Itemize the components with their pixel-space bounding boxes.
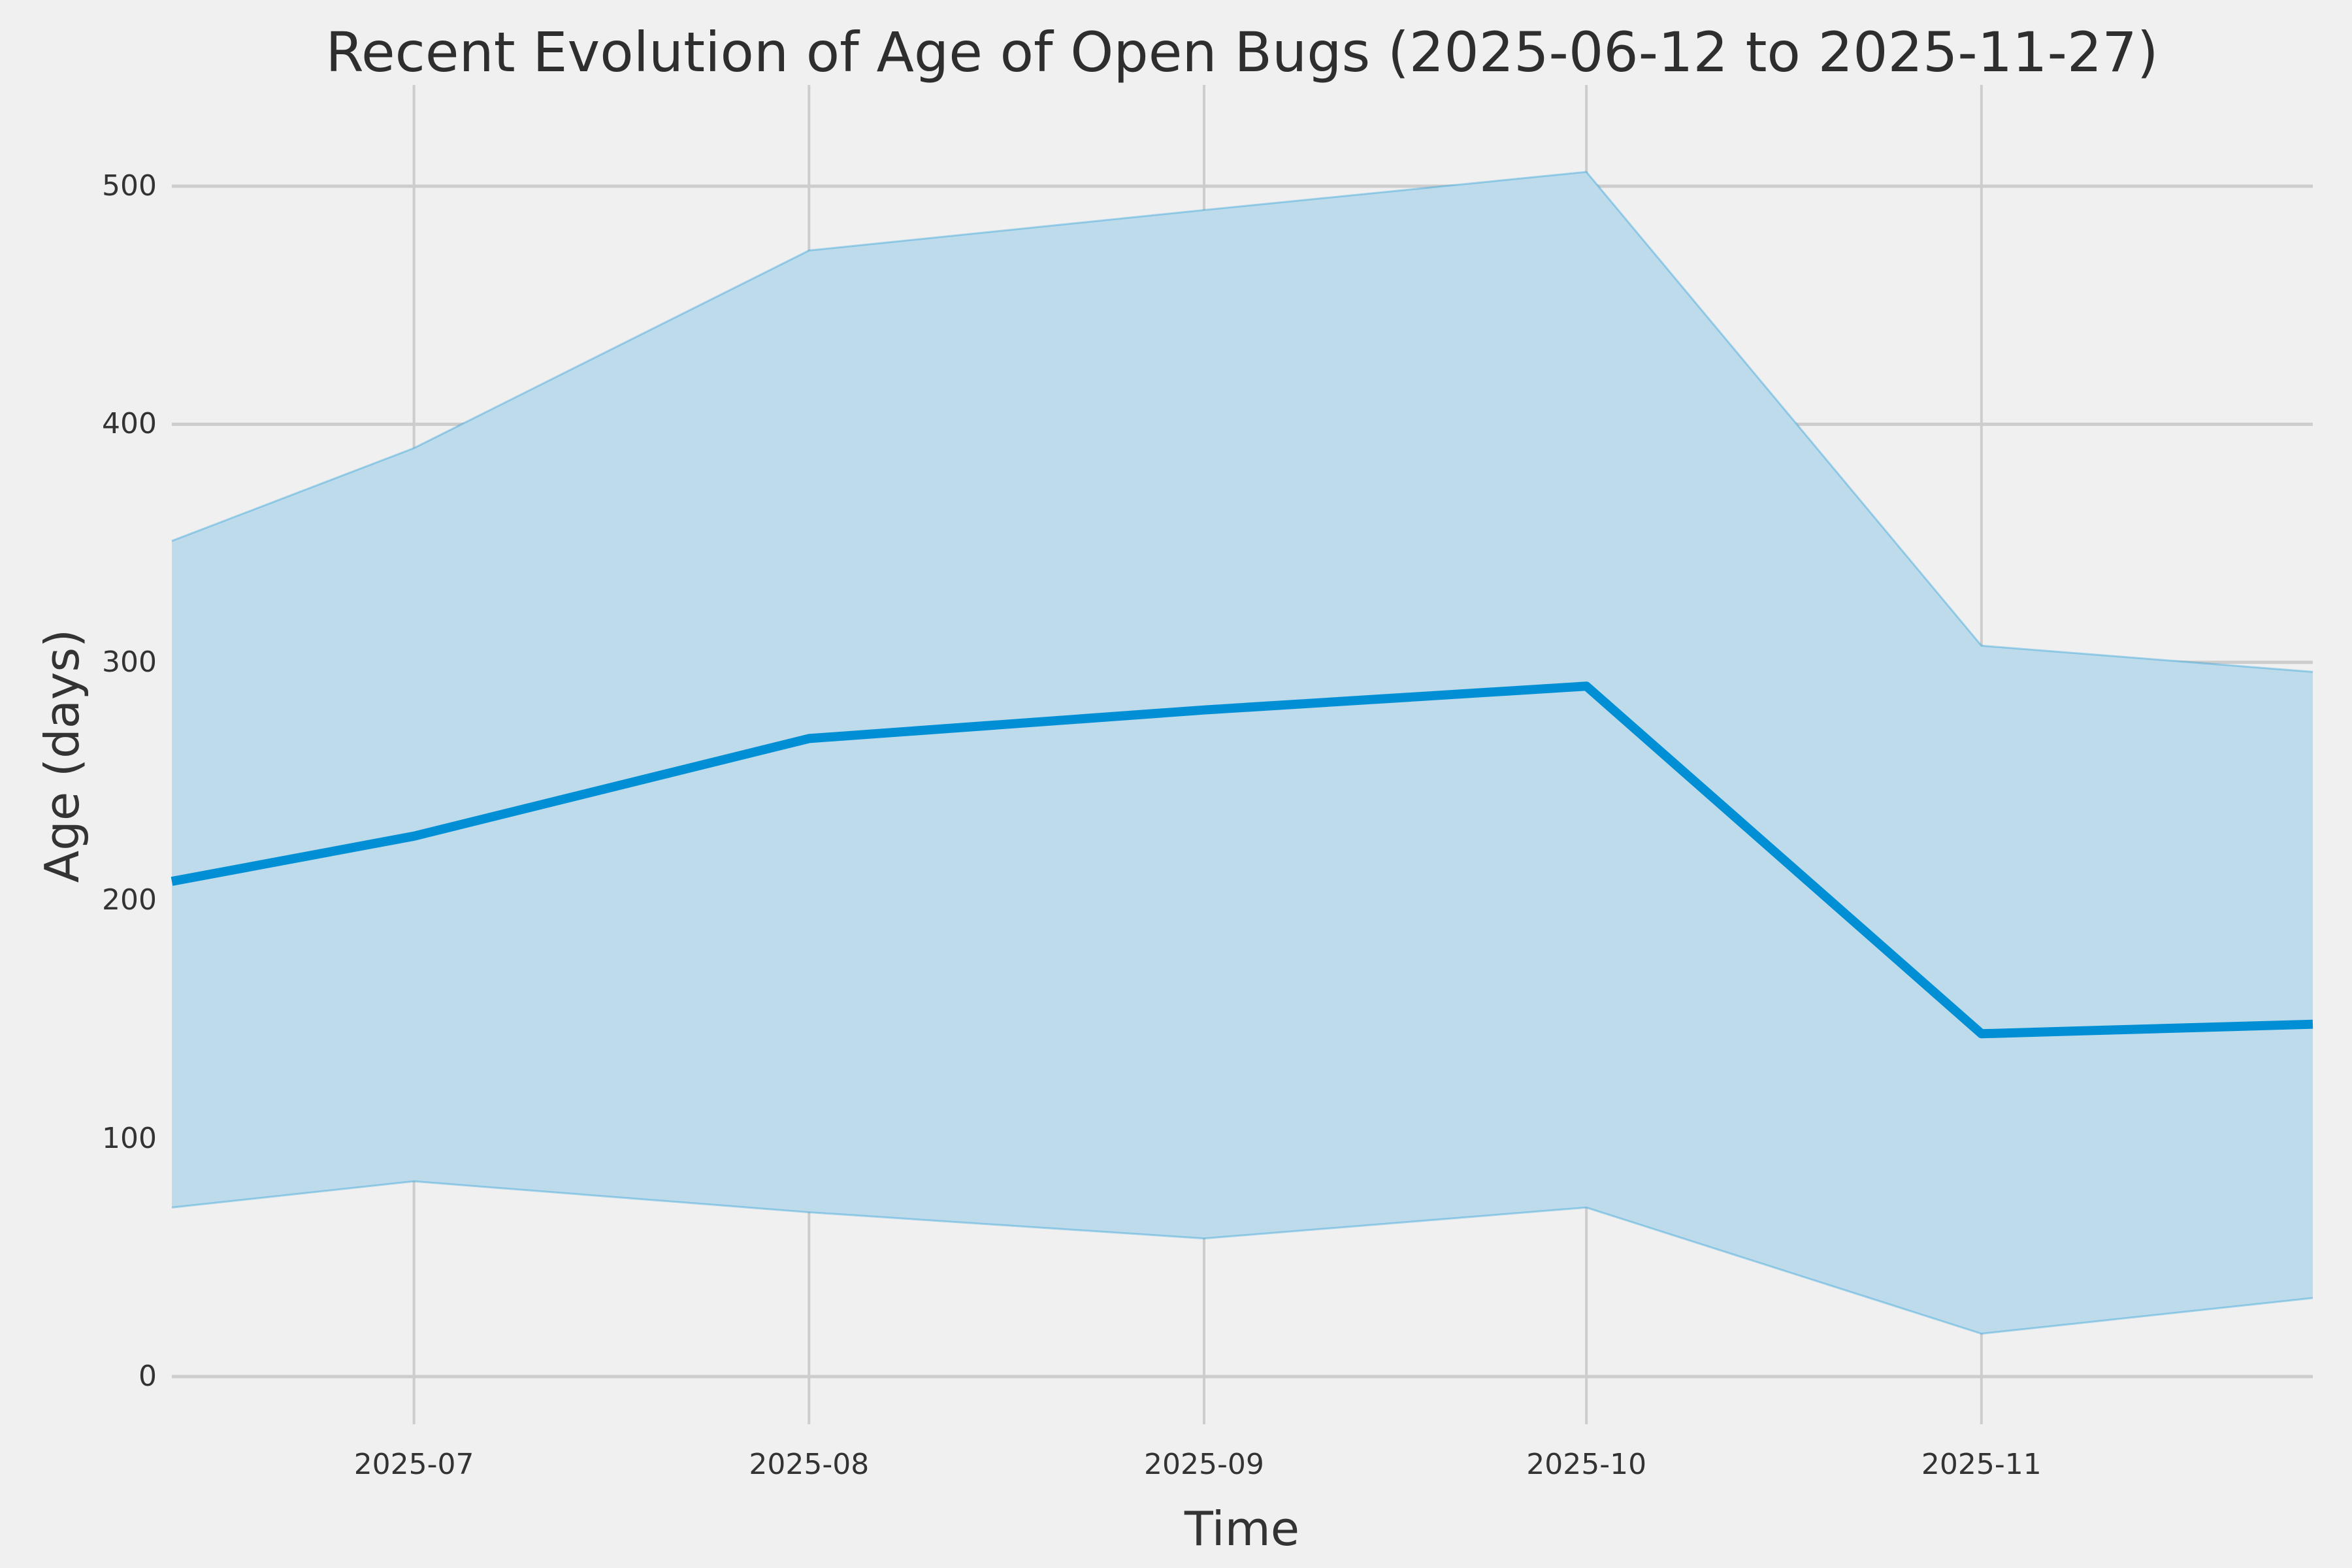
y-tick-label: 400 bbox=[102, 407, 157, 441]
band-lower-edge bbox=[171, 1180, 2313, 1335]
x-tick-label: 2025-11 bbox=[1921, 1448, 2042, 1481]
mean-line bbox=[171, 681, 2313, 1039]
x-tick-label: 2025-09 bbox=[1144, 1448, 1264, 1481]
mean-age-line bbox=[171, 681, 2313, 1039]
x-tick-label: 2025-10 bbox=[1526, 1448, 1647, 1481]
confidence-band-fill bbox=[172, 172, 2313, 1334]
chart-title: Recent Evolution of Age of Open Bugs (20… bbox=[325, 20, 2159, 84]
confidence-band bbox=[171, 171, 2313, 1335]
y-tick-label: 500 bbox=[102, 169, 157, 203]
band-upper-edge bbox=[171, 171, 2313, 673]
y-tick-label: 200 bbox=[102, 883, 157, 917]
y-tick-label: 0 bbox=[139, 1360, 157, 1393]
y-tick-label: 100 bbox=[102, 1121, 157, 1155]
y-axis-label: Age (days) bbox=[35, 629, 90, 883]
x-axis-label: Time bbox=[1184, 1501, 1300, 1556]
x-tick-label: 2025-08 bbox=[749, 1448, 870, 1481]
x-tick-label: 2025-07 bbox=[353, 1448, 474, 1481]
y-tick-label: 300 bbox=[102, 645, 157, 679]
